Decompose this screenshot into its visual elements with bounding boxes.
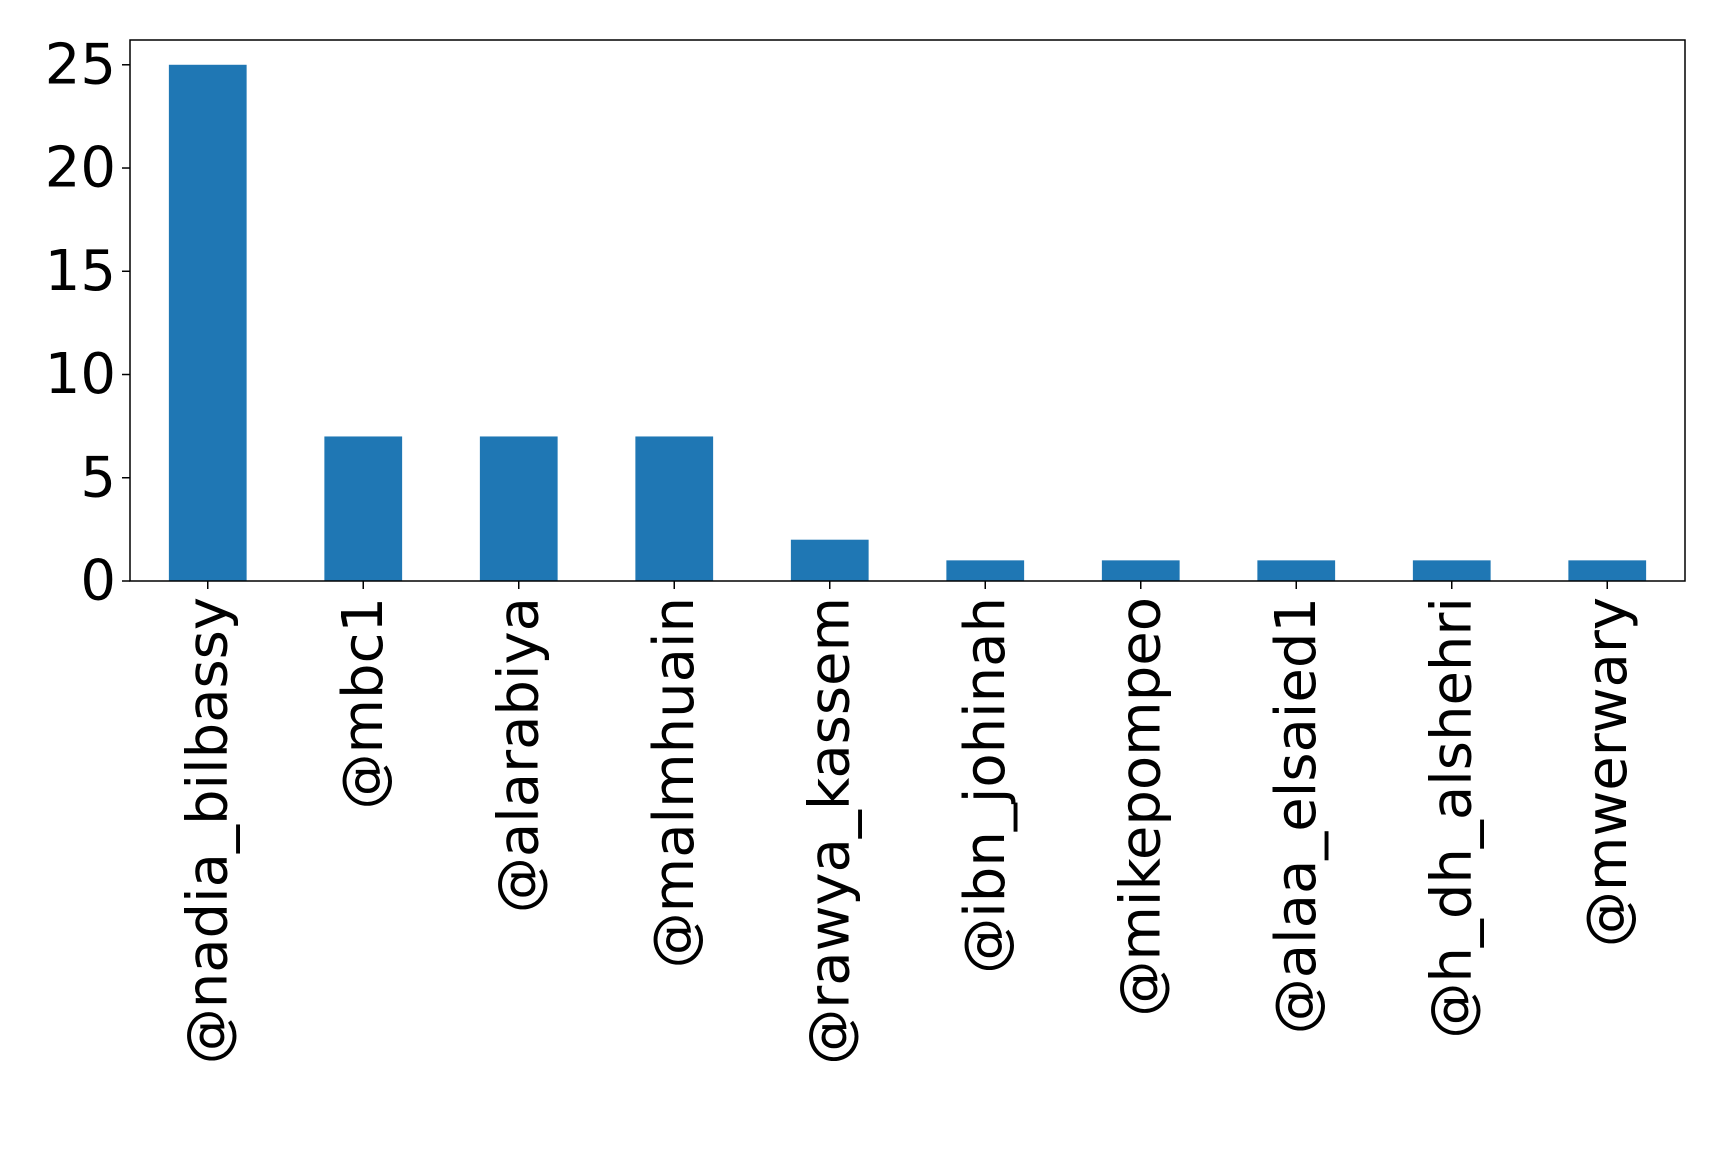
y-axis: 0 5 10 15 20 25 — [45, 32, 130, 614]
x-tick-label: @malmhuain — [642, 597, 707, 968]
x-tick-label: @rawya_kassem — [797, 597, 862, 1065]
bar-alaa-elsaied1 — [1257, 560, 1336, 581]
y-tick-label: 20 — [45, 136, 116, 201]
plot-frame — [129, 39, 1686, 582]
x-tick-label: @alarabiya — [486, 597, 551, 913]
x-tick-label: @alaa_elsaied1 — [1264, 597, 1329, 1034]
bar-mwerwary — [1568, 560, 1647, 581]
bar-rawya-kassem — [790, 539, 869, 581]
y-tick-label: 0 — [80, 549, 116, 614]
x-tick-label: @mwerwary — [1575, 597, 1640, 947]
x-tick-label: @mbc1 — [331, 597, 396, 810]
bar-mbc1 — [324, 436, 403, 581]
y-tick-label: 10 — [45, 342, 116, 407]
bar-alarabiya — [479, 436, 558, 581]
bar-group — [168, 64, 1647, 581]
y-tick-label: 5 — [80, 445, 116, 510]
x-axis: @nadia_bilbassy @mbc1 @alarabiya @malmhuain… — [175, 581, 1640, 1065]
x-tick-label: @h_dh_alshehri — [1419, 597, 1484, 1039]
x-tick-label: @mikepompeo — [1108, 597, 1173, 1017]
bar-h-dh-alshehri — [1412, 560, 1491, 581]
bar-nadia-bilbassy — [168, 64, 247, 581]
bar-mikepompeo — [1101, 560, 1180, 581]
y-tick-label: 25 — [45, 32, 116, 97]
y-tick-label: 15 — [45, 239, 116, 304]
bar-malmhuain — [635, 436, 714, 581]
bar-ibn-johinah — [946, 560, 1025, 581]
x-tick-label: @nadia_bilbassy — [175, 597, 240, 1064]
x-tick-label: @ibn_johinah — [953, 597, 1018, 974]
